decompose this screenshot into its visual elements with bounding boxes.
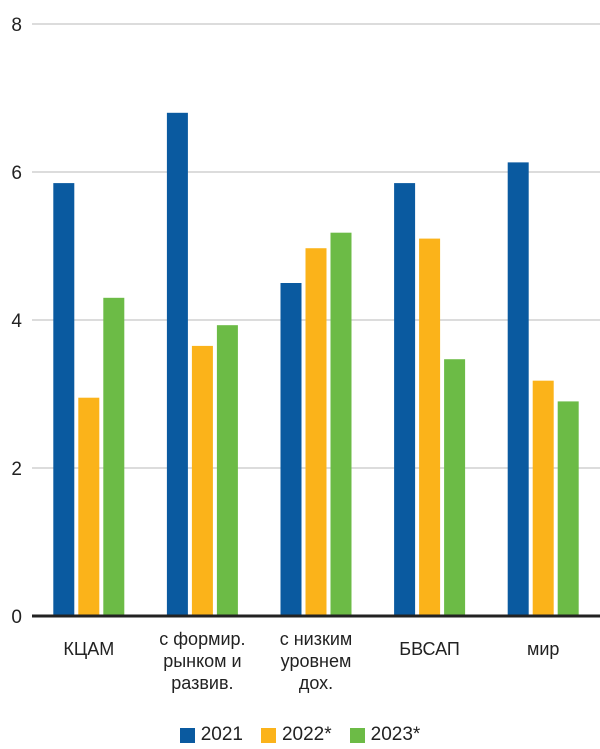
- legend-label: 2021: [200, 724, 243, 745]
- x-category-label: уровнем: [281, 651, 352, 671]
- y-tick-label: 4: [11, 311, 22, 332]
- legend-label: 2022*: [281, 724, 332, 745]
- bar-2021-1: [166, 112, 188, 617]
- bar-2023-1: [216, 325, 238, 616]
- bar-2023-2: [330, 232, 352, 616]
- legend-item: 2022*: [260, 724, 332, 746]
- bar-2022-1: [191, 345, 213, 616]
- bar-2021-2: [280, 283, 302, 616]
- bar-2023-3: [444, 359, 466, 616]
- legend-swatch: [260, 727, 276, 743]
- x-category-label: с формир.: [159, 629, 245, 649]
- x-category-label: БВСАП: [399, 639, 460, 659]
- bar-2022-4: [532, 380, 554, 616]
- legend-item: 2021: [179, 724, 243, 746]
- bar-2022-3: [419, 238, 441, 616]
- y-axis-ticks: 0 2 4 6 8: [11, 15, 22, 628]
- x-category-label: рынком и: [163, 651, 241, 671]
- legend-item: 2023*: [349, 724, 421, 746]
- bar-2023-4: [557, 401, 579, 616]
- legend-label: 2023*: [370, 724, 421, 745]
- bar-2022-2: [305, 248, 327, 616]
- bar-2021-4: [507, 162, 529, 616]
- x-category-label: мир: [527, 639, 559, 659]
- bar-2023-0: [103, 297, 125, 616]
- bar-2022-0: [78, 397, 100, 616]
- y-tick-label: 8: [11, 15, 22, 36]
- x-category-label: КЦАМ: [63, 639, 114, 659]
- bar-2021-3: [394, 183, 416, 616]
- x-category-label: развив.: [171, 673, 233, 693]
- y-tick-label: 6: [11, 163, 22, 184]
- x-category-label: дох.: [299, 673, 333, 693]
- legend-swatch: [179, 727, 195, 743]
- bars: [53, 112, 579, 617]
- y-tick-label: 2: [11, 459, 22, 480]
- legend: 2021 2022* 2023*: [0, 722, 600, 748]
- y-tick-label: 0: [11, 607, 22, 628]
- legend-swatch: [349, 727, 365, 743]
- x-category-label: с низким: [280, 629, 353, 649]
- bar-2021-0: [53, 183, 75, 616]
